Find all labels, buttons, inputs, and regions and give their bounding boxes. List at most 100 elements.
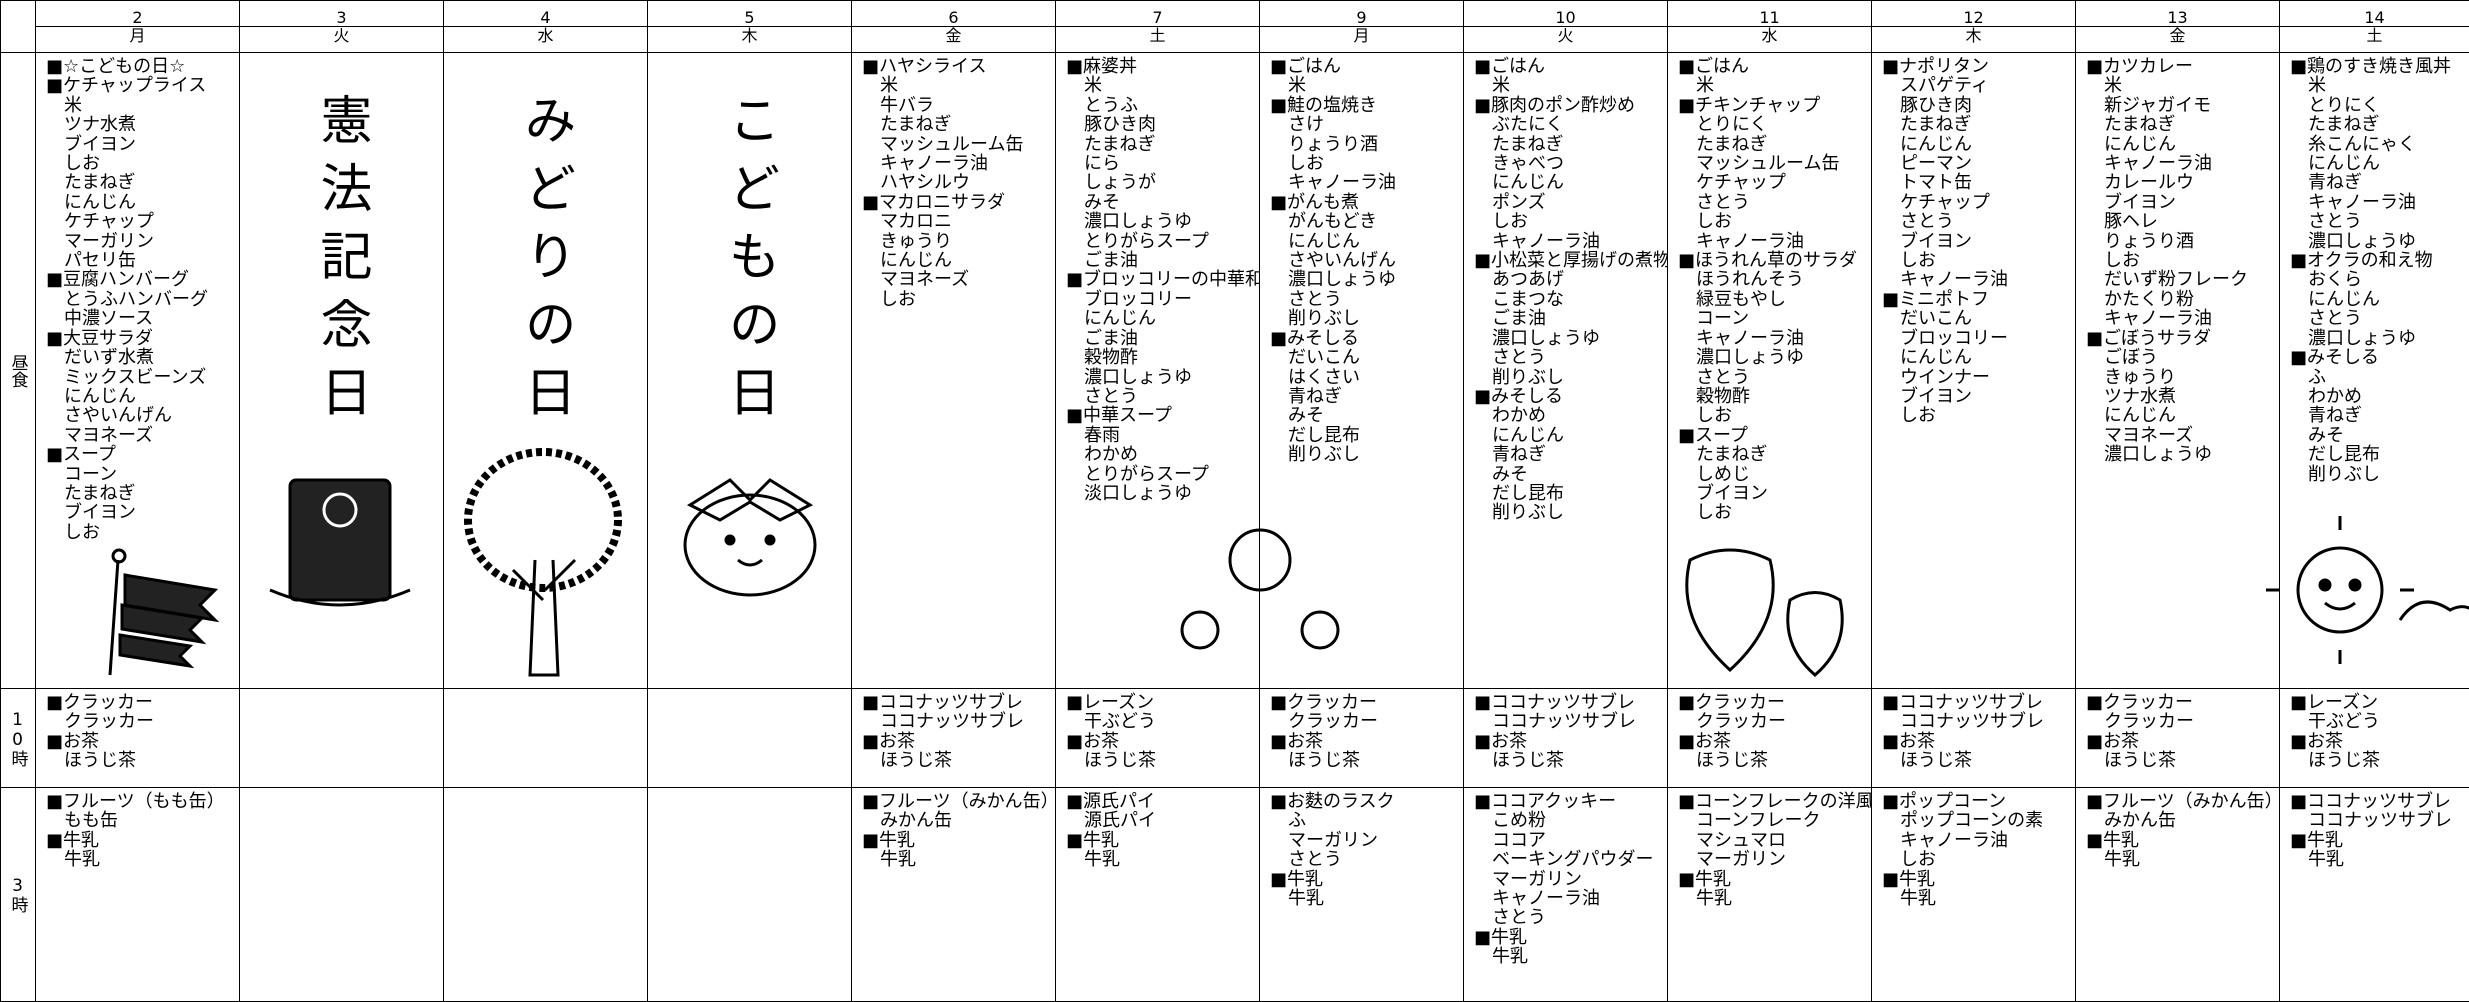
weekday: 土 [2366, 26, 2383, 45]
ingredient: きゅうり [880, 230, 952, 252]
dish: ■牛乳 [1882, 868, 1936, 890]
ingredient: キャノーラ油 [2104, 153, 2212, 175]
ingredient: ツナ水煮 [2104, 385, 2176, 407]
ingredient: キャノーラ油 [1492, 888, 1600, 910]
date: 12 [1872, 9, 2075, 27]
dish: ■ココナッツサブレ [1474, 692, 1636, 713]
dish: ■お茶 [862, 730, 916, 752]
ingredient: 米 [1492, 75, 1510, 97]
holiday-name: みどりの日 [515, 93, 575, 433]
ingredient: たまねぎ [880, 114, 952, 136]
dish: ■お茶 [1678, 730, 1732, 752]
ingredient: 削りぶし [1492, 502, 1564, 524]
ingredient: マヨネーズ [880, 269, 970, 291]
ingredient: マッシュルーム缶 [880, 133, 1024, 155]
dish: ■ごはん [1474, 56, 1546, 77]
menu-cell: ■ごはん米 ■豚肉のポン酢炒め ぶたにく たまねぎ きゃべつ にんじん ポンズ しお キャノーラ… [1463, 52, 1668, 689]
weekday: 金 [945, 26, 962, 45]
ingredient: 濃口しょうゆ [1492, 327, 1600, 349]
ingredient: 削りぶし [1492, 366, 1564, 388]
ingredient: キャノーラ油 [1288, 172, 1396, 194]
dish: ■チキンチャップ [1678, 94, 1821, 116]
ingredient: しお [1696, 502, 1732, 524]
ingredient: たまねぎ [1696, 444, 1768, 466]
dish: ■スープ [46, 444, 116, 466]
ingredient: コーンフレーク [1696, 810, 1821, 832]
menu-cell: ■ココナッツサブレ ココナッツサブレ ■お茶 ほうじ茶 [1871, 688, 2076, 788]
ingredient: マーガリン [1492, 868, 1582, 890]
dish: ■オクラの和え物 [2290, 250, 2433, 272]
menu-cell: ■鶏のすき焼き風丼米とりにく たまねぎ 糸こんにゃく にんじん 青ねぎ キャノーラ油 さとう… [2279, 52, 2469, 689]
am-row: 10時 ■クラッカー クラッカー ■お茶 ほうじ茶 ■ココナッツサブレ ココナッツサブレ ■お… [0, 688, 2469, 788]
ingredient: 豚ひき肉 [1900, 94, 1972, 116]
dish: ■お麩のラスク [1270, 791, 1395, 812]
ingredient: もも缶 [64, 810, 118, 832]
ingredient: カレールウ [2104, 172, 2194, 194]
dish: ■お茶 [1270, 730, 1324, 752]
dish: ■みそしる [2290, 347, 2380, 369]
dish: ■ほうれん草のサラダ [1678, 250, 1858, 272]
ingredient: 米 [64, 94, 82, 116]
ingredient: ごま油 [1084, 327, 1138, 349]
ingredient: コーン [1696, 308, 1750, 330]
day-header: 12 木 [1871, 0, 2076, 53]
ingredient: キャノーラ油 [880, 153, 988, 175]
ingredient: しお [1492, 211, 1528, 233]
menu-cell [443, 688, 648, 788]
dish: ■麻婆丼 [1066, 56, 1138, 77]
ingredient: にんじん [2308, 153, 2380, 175]
ingredient: ごぼう [2104, 347, 2158, 369]
ingredient: にんじん [2104, 133, 2176, 155]
dish: ■みそしる [1270, 327, 1360, 349]
dish: ■☆こどもの日☆ [46, 56, 186, 77]
ingredient: ふ [1288, 810, 1306, 832]
dish: ■牛乳 [1678, 868, 1732, 890]
ingredient: ほうじ茶 [880, 750, 952, 772]
pm-row: 3時 ■フルーツ（もも缶） もも缶 ■牛乳 牛乳 ■フルーツ（みかん缶） みかん缶 ■牛乳 牛乳… [0, 787, 2469, 1002]
dish: ■お茶 [2290, 730, 2344, 752]
ingredient: りょうり酒 [2104, 230, 2194, 252]
menu-cell: みどりの日 [443, 52, 648, 689]
dish: ■源氏パイ [1066, 791, 1156, 812]
dish: ■豚肉のポン酢炒め [1474, 94, 1636, 116]
ingredient: ココア [1492, 829, 1546, 851]
dish: ■レーズン [1066, 692, 1155, 713]
ingredient: にんじん [2308, 288, 2380, 310]
menu-cell: ■ポップコーン ポップコーンの素 キャノーラ油 しお ■牛乳 牛乳 [1871, 787, 2076, 1002]
ingredient: ハヤシルウ [880, 172, 970, 194]
menu-cell: ■ココアクッキー こめ粉 ココア ベーキングパウダー マーガリン キャノーラ油 さとう ■牛乳… [1463, 787, 1668, 1002]
dish: ■ブロッコリーの中華和え [1066, 269, 1259, 291]
ingredient: 青ねぎ [2308, 405, 2362, 427]
ingredient: しお [1288, 153, 1324, 175]
day-header: 13 金 [2075, 0, 2280, 53]
ingredient: ほうじ茶 [1696, 750, 1768, 772]
ingredient: マヨネーズ [2104, 424, 2194, 446]
menu-cell: ■クラッカー クラッカー ■お茶 ほうじ茶 [1667, 688, 1872, 788]
ingredient: ほうじ茶 [1288, 750, 1360, 772]
ingredient: 濃口しょうゆ [1084, 211, 1192, 233]
ingredient: さやいんげん [64, 405, 172, 427]
ingredient: 青ねぎ [1288, 385, 1342, 407]
menu-cell: ■ココナッツサブレ ココナッツサブレ ■お茶 ほうじ茶 [851, 688, 1056, 788]
ingredient: わかめ [1084, 444, 1138, 466]
date: 9 [1260, 9, 1463, 27]
row-label: 10時 [0, 688, 36, 788]
dish: ■クラッカー [46, 692, 154, 713]
weekday: 水 [537, 26, 554, 45]
dish: ■中華スープ [1066, 405, 1172, 427]
ingredient: とりにく [2308, 94, 2380, 116]
ingredient: マヨネーズ [64, 424, 154, 446]
ingredient: 中濃ソース [64, 308, 154, 330]
ingredient: だいこん [1288, 347, 1360, 369]
ingredient: にんじん [880, 250, 952, 272]
ingredient: さとう [1288, 849, 1342, 871]
ingredient: たまねぎ [64, 482, 136, 504]
ingredient: 牛乳 [2104, 849, 2140, 871]
ingredient: おくら [2308, 269, 2362, 291]
dish: ■マカロニサラダ [862, 191, 1006, 213]
ingredient: にんじん [1492, 172, 1564, 194]
